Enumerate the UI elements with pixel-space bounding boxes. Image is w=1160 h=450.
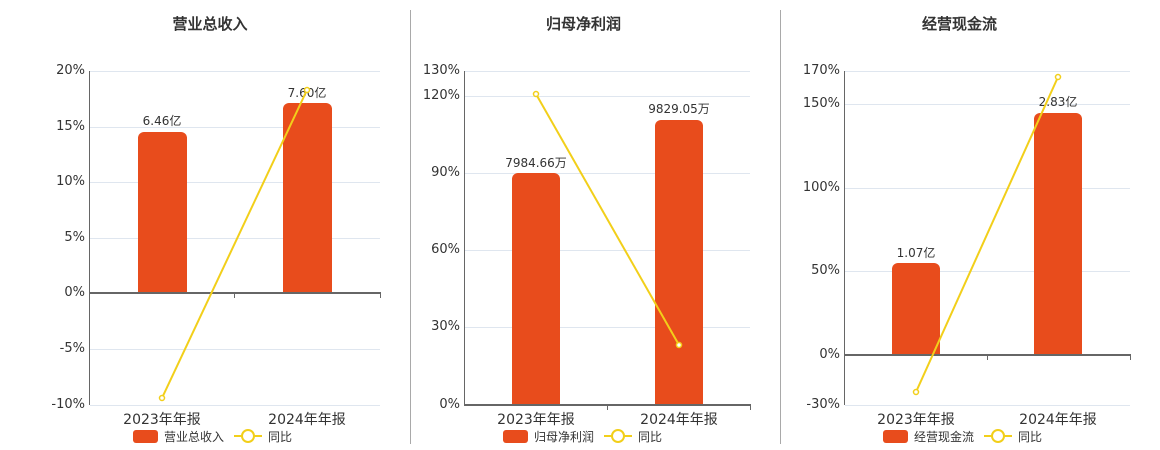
y-tick-label: -30% xyxy=(806,397,840,412)
y-tick-label: 20% xyxy=(56,63,85,78)
legend-line-marker-icon[interactable] xyxy=(234,429,263,443)
gridline xyxy=(845,188,1130,189)
bar-2024[interactable] xyxy=(1034,113,1082,355)
y-tick-label: -5% xyxy=(59,341,85,356)
gridline xyxy=(845,271,1130,272)
x-tick-label: 2023年年报 xyxy=(497,412,575,428)
x-tick-mark xyxy=(234,293,235,298)
chart-panel-operating-cash-flow: 经营现金流 xyxy=(781,0,1160,450)
x-tick-label: 2023年年报 xyxy=(123,412,201,428)
bar-value-label: 9829.05万 xyxy=(648,102,710,116)
panel-divider xyxy=(780,10,781,444)
y-tick-label: 0% xyxy=(64,285,85,300)
x-tick-label: 2023年年报 xyxy=(877,412,955,428)
legend: 营业总收入 同比 xyxy=(133,428,292,444)
x-axis xyxy=(89,292,381,294)
gridline xyxy=(845,405,1130,406)
chart-panel-revenue: 营业总收入 20% 15% 10% 5% 0% -5% -10% 6.46亿 7… xyxy=(0,0,410,450)
y-tick-label: 15% xyxy=(56,119,85,134)
gridline xyxy=(465,96,750,97)
bar-2024[interactable] xyxy=(655,120,703,405)
y-tick-label: 0% xyxy=(819,347,840,362)
x-tick-mark xyxy=(1130,355,1131,360)
bar-2023[interactable] xyxy=(512,173,560,405)
bar-value-label: 6.46亿 xyxy=(142,114,182,128)
legend-bar-swatch-icon[interactable] xyxy=(883,429,908,443)
bar-value-label: 2.83亿 xyxy=(1038,95,1078,109)
y-tick-label: 30% xyxy=(431,319,460,334)
y-axis xyxy=(844,71,845,405)
x-tick-mark xyxy=(380,293,381,298)
gridline xyxy=(90,182,380,183)
gridline xyxy=(465,327,750,328)
x-tick-label: 2024年年报 xyxy=(640,412,718,428)
gridline xyxy=(465,250,750,251)
legend-line-marker-icon[interactable] xyxy=(984,429,1013,443)
panel-divider xyxy=(410,10,411,444)
bar-2023[interactable] xyxy=(138,132,187,293)
gridline xyxy=(465,173,750,174)
bar-value-label: 7984.66万 xyxy=(505,156,567,170)
y-tick-label: 100% xyxy=(802,180,840,195)
x-tick-label: 2024年年报 xyxy=(268,412,346,428)
chart-title: 归母净利润 xyxy=(545,15,621,33)
y-tick-label: 130% xyxy=(422,63,460,78)
bar-value-label: 7.60亿 xyxy=(287,86,327,100)
gridline xyxy=(90,349,380,350)
y-tick-label: 0% xyxy=(439,397,460,412)
y-tick-label: 50% xyxy=(811,263,840,278)
y-tick-label: 10% xyxy=(56,174,85,189)
bar-value-label: 1.07亿 xyxy=(896,246,936,260)
x-tick-mark xyxy=(750,405,751,410)
legend-bar-label[interactable]: 归母净利润 xyxy=(534,429,595,444)
gridline xyxy=(90,238,380,239)
gridline xyxy=(90,71,380,72)
legend-yoy-label[interactable]: 同比 xyxy=(638,429,663,444)
y-tick-label: 90% xyxy=(431,165,460,180)
legend-bar-label[interactable]: 营业总收入 xyxy=(164,429,225,444)
legend-bar-swatch-icon[interactable] xyxy=(133,429,158,443)
y-axis xyxy=(89,71,90,405)
y-tick-label: 120% xyxy=(422,88,460,103)
chart-title: 经营现金流 xyxy=(921,15,997,33)
legend-line-marker-icon[interactable] xyxy=(604,429,633,443)
y-tick-label: 5% xyxy=(64,230,85,245)
legend: 经营现金流 同比 xyxy=(883,428,1042,444)
chart-title: 营业总收入 xyxy=(172,15,248,33)
chart-panel-net-profit: 归母净利润 xyxy=(411,0,780,450)
gridline xyxy=(465,71,750,72)
gridline xyxy=(845,71,1130,72)
legend-bar-swatch-icon[interactable] xyxy=(503,429,528,443)
x-tick-label: 2024年年报 xyxy=(1019,412,1097,428)
legend-yoy-label[interactable]: 同比 xyxy=(1018,429,1043,444)
y-tick-label: -10% xyxy=(51,397,85,412)
legend-yoy-label[interactable]: 同比 xyxy=(268,429,293,444)
x-tick-mark xyxy=(987,355,988,360)
y-tick-label: 60% xyxy=(431,242,460,257)
y-axis xyxy=(464,71,465,405)
y-tick-label: 150% xyxy=(802,96,840,111)
legend: 归母净利润 同比 xyxy=(503,428,662,444)
bar-2023[interactable] xyxy=(892,263,940,355)
bar-2024[interactable] xyxy=(283,103,332,293)
legend-bar-label[interactable]: 经营现金流 xyxy=(914,429,975,444)
y-tick-label: 170% xyxy=(802,63,840,78)
x-tick-mark xyxy=(607,405,608,410)
gridline xyxy=(90,405,380,406)
